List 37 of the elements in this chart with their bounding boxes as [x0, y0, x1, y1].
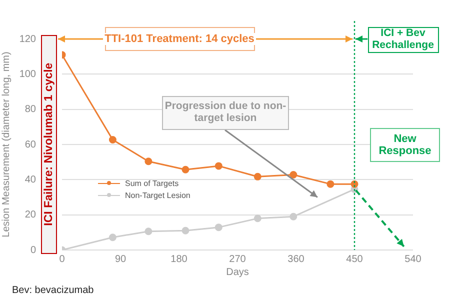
- y-tick-label: 60: [24, 139, 36, 150]
- y-tick-label: 80: [24, 104, 36, 116]
- annotation: New Response: [370, 128, 440, 162]
- point: [144, 158, 152, 166]
- point: [214, 224, 222, 232]
- legend-label: Sum of Targets: [125, 179, 179, 188]
- x-tick-label: 270: [229, 254, 246, 265]
- point: [182, 226, 190, 234]
- point: [144, 228, 152, 236]
- x-axis-title: Days: [226, 266, 249, 278]
- point: [182, 166, 190, 174]
- y-tick-label: 0: [30, 244, 36, 256]
- x-tick-label: 450: [346, 254, 364, 265]
- x-tick-label: 90: [114, 254, 126, 265]
- x-tick-label: 180: [170, 254, 188, 265]
- point: [108, 136, 116, 144]
- legend-label: Non-Target Lesion: [125, 191, 190, 200]
- annotation: TTI-101 Treatment: 14 cycles: [102, 32, 256, 46]
- y-tick-label: 120: [19, 34, 36, 45]
- y-tick-label: 40: [24, 174, 36, 186]
- y-tick-label: 20: [24, 210, 36, 221]
- point: [214, 162, 222, 170]
- point: [108, 234, 116, 242]
- x-tick-label: 0: [59, 254, 66, 265]
- point: [326, 180, 334, 188]
- y-axis-title: Lesion Measurement (diameter long, mm): [0, 52, 12, 238]
- point: [290, 170, 298, 178]
- text: Bev: bevacizumab: [12, 285, 94, 296]
- annotation: Progression due to non-target lesion: [162, 96, 289, 130]
- text: ICI Failure: Nivolumab 1 cycle: [42, 62, 56, 226]
- x-tick-label: 360: [288, 254, 305, 265]
- y-tick-label: 100: [19, 68, 36, 80]
- point: [290, 212, 298, 220]
- point: [254, 172, 262, 180]
- ref-line-label: ICI + Bev Rechallenge: [368, 27, 438, 53]
- point: [254, 214, 262, 222]
- x-tick-label: 540: [404, 254, 422, 265]
